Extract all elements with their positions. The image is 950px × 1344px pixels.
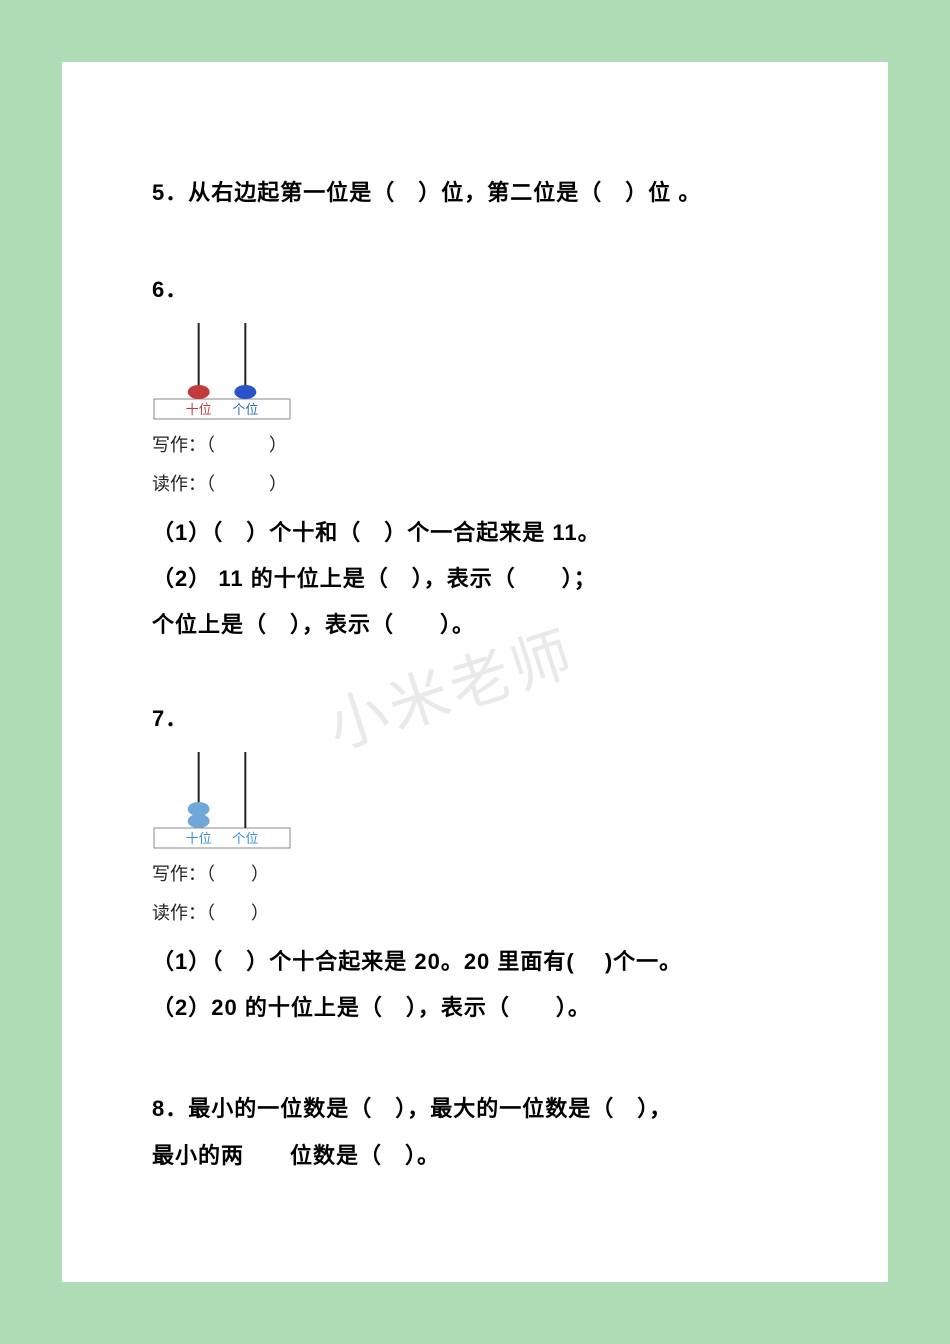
q6-sub2b: 个位上是（ ），表示（ ）。: [152, 602, 798, 648]
paper-sheet: 小米老师 5．从右边起第一位是（ ）位，第二位是（ ）位 。 6． 十位个位 写…: [62, 62, 888, 1282]
question-6-header: 6．: [152, 269, 798, 311]
q6-read-label: 读作：（ ）: [152, 471, 798, 498]
abacus-q6: 十位 个位: [152, 321, 798, 426]
question-5: 5．从右边起第一位是（ ）位，第二位是（ ）位 。: [152, 172, 798, 214]
svg-text:个位: 个位: [232, 831, 258, 846]
abacus-q6-svg: 十位 个位: [152, 321, 292, 421]
svg-text:十位: 十位: [186, 831, 212, 846]
abacus-q7: 十位 个位: [152, 750, 798, 855]
svg-text:十位: 十位: [186, 402, 212, 417]
q6-sub1: （1）（ ）个十和（ ）个一合起来是 11。: [152, 510, 798, 556]
svg-text:个位: 个位: [232, 402, 258, 417]
q7-write-label: 写作：（ ）: [152, 861, 798, 888]
question-8-line1: 8．最小的一位数是（ ），最大的一位数是（ ），: [152, 1086, 798, 1132]
q6-sub2a: （2） 11 的十位上是（ ），表示（ ）；: [152, 556, 798, 602]
question-7-header: 7．: [152, 698, 798, 740]
q7-sub2: （2）20 的十位上是（ ），表示（ ）。: [152, 985, 798, 1031]
q7-sub1: （1）（ ）个十合起来是 20。20 里面有( )个一。: [152, 939, 798, 985]
abacus-q7-svg: 十位 个位: [152, 750, 292, 850]
q7-read-label: 读作：（ ）: [152, 900, 798, 927]
question-8-line2: 最小的两 位数是（ ）。: [152, 1133, 798, 1179]
q6-write-label: 写作：（ ）: [152, 432, 798, 459]
